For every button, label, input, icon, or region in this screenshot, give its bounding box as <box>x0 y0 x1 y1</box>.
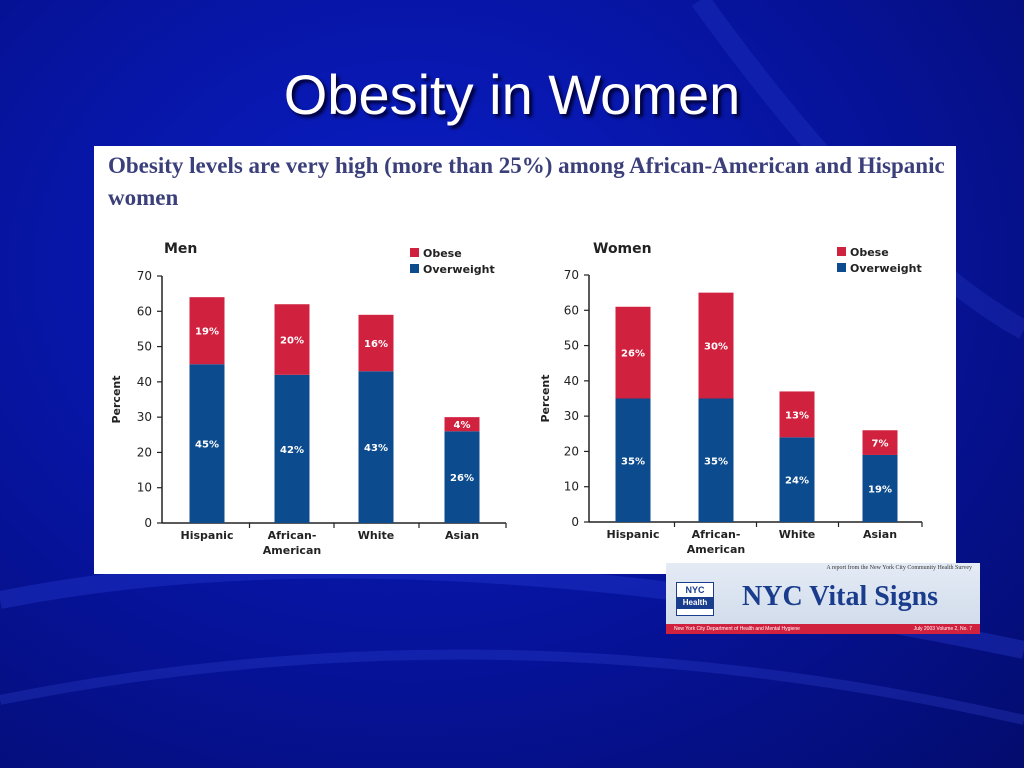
chart-women-bar-obese <box>779 391 815 438</box>
chart-women-bar-overweight <box>862 454 898 522</box>
chart-men-category-label: Asian <box>445 529 479 542</box>
chart-men-bar-obese <box>444 417 480 432</box>
chart-women-label-obese: 26% <box>621 349 645 360</box>
chart-men-label-obese: 16% <box>364 339 388 350</box>
chart-men-bar-obese <box>274 304 310 375</box>
chart-women-category-label: Asian <box>863 528 897 541</box>
chart-women-y-tick-label: 30 <box>564 409 579 423</box>
chart-men-y-tick-label: 40 <box>137 375 152 389</box>
chart-men-legend-label: Obese <box>423 247 462 260</box>
chart-women-bar-overweight <box>698 398 734 522</box>
chart-men-label-obese: 20% <box>280 336 304 347</box>
chart-men-label-overweight: 26% <box>450 473 474 484</box>
logo-nyc-text: NYC <box>677 583 713 597</box>
chart-men-label-overweight: 43% <box>364 443 388 454</box>
chart-men-y-tick-label: 30 <box>137 410 152 424</box>
chart-women-y-tick-label: 10 <box>564 480 579 494</box>
chart-men-bar-overweight <box>444 431 480 523</box>
chart-men-label-overweight: 42% <box>280 445 304 456</box>
chart-women-label-overweight: 24% <box>785 476 809 487</box>
chart-women-label-obese: 13% <box>785 410 809 421</box>
chart-men-y-tick-label: 0 <box>144 516 152 530</box>
chart-men-bar-overweight <box>274 374 310 523</box>
banner-footer-right: July 2003 Volume 2, No. 7 <box>913 626 972 632</box>
chart-women-y-tick-label: 60 <box>564 303 579 317</box>
chart-women-y-tick-label: 70 <box>564 268 579 282</box>
chart-women-label-obese: 7% <box>872 439 889 450</box>
banner-title: NYC Vital Signs <box>742 581 938 613</box>
nyc-health-logo: NYC Health <box>676 582 714 616</box>
chart-women-legend-swatch <box>837 263 846 272</box>
chart-men-legend-label: Overweight <box>423 263 495 276</box>
chart-women-bar-obese <box>615 306 651 399</box>
chart-men-label-obese: 19% <box>195 327 219 338</box>
chart-women-bar-overweight <box>615 398 651 522</box>
chart-panel: Obesity levels are very high (more than … <box>94 146 956 574</box>
chart-women-label-overweight: 35% <box>621 456 645 467</box>
chart-men-y-tick-label: 60 <box>137 304 152 318</box>
chart-women-y-label: Percent <box>539 374 552 422</box>
chart-women-category-label: African- <box>692 528 741 541</box>
chart-women-legend-label: Obese <box>850 246 889 259</box>
chart-women-category-label: Hispanic <box>607 528 660 541</box>
chart-men-bar-overweight <box>358 371 394 523</box>
chart-men-bar-overweight <box>189 364 225 523</box>
chart-men-legend-swatch <box>410 264 419 273</box>
banner-top-text: A report from the New York City Communit… <box>826 565 972 571</box>
chart-men-category-label: White <box>358 529 394 542</box>
chart-women-y-tick-label: 0 <box>571 515 579 529</box>
chart-women-label-obese: 30% <box>704 342 728 353</box>
banner-footer-left: New York City Department of Health and M… <box>674 626 800 632</box>
chart-women-category-label: White <box>779 528 815 541</box>
chart-men-y-label: Percent <box>110 375 123 423</box>
chart-women-legend-swatch <box>837 247 846 256</box>
banner-title-nyc: NYC <box>742 581 803 612</box>
nyc-vital-signs-banner: A report from the New York City Communit… <box>666 563 980 634</box>
chart-men-legend-swatch <box>410 248 419 257</box>
chart-men-bar-obese <box>358 314 394 372</box>
chart-men-bar-obese <box>189 297 225 365</box>
chart-men-y-tick-label: 20 <box>137 445 152 459</box>
chart-women-bar-obese <box>862 430 898 455</box>
chart-men-y-tick-label: 70 <box>137 269 152 283</box>
chart-women-legend-label: Overweight <box>850 262 922 275</box>
chart-women-y-tick-label: 50 <box>564 339 579 353</box>
chart-women-title: Women <box>593 241 652 257</box>
banner-footer: New York City Department of Health and M… <box>666 624 980 634</box>
chart-women-bar-obese <box>698 292 734 399</box>
banner-title-vital-signs: Vital Signs <box>809 581 939 612</box>
chart-women-bar-overweight <box>779 437 815 522</box>
stacked-bar-charts: Men 0 10 20 30 40 50 60 70 Percent 45% 19% Hispanic 4… <box>110 241 923 557</box>
logo-health-text: Health <box>677 597 713 609</box>
chart-men-label-overweight: 45% <box>195 440 219 451</box>
chart-men-title: Men <box>164 241 197 257</box>
chart-men-label-obese: 4% <box>454 420 471 431</box>
chart-women-y-tick-label: 40 <box>564 374 579 388</box>
chart-women-category-label: American <box>687 543 745 556</box>
chart-men-category-label: American <box>263 544 321 557</box>
chart-men-category-label: African- <box>268 529 317 542</box>
chart-women-y-tick-label: 20 <box>564 444 579 458</box>
chart-men-category-label: Hispanic <box>181 529 234 542</box>
chart-men-y-tick-label: 50 <box>137 340 152 354</box>
chart-men-y-tick-label: 10 <box>137 481 152 495</box>
slide-title: Obesity in Women <box>283 63 741 126</box>
chart-headline: Obesity levels are very high (more than … <box>108 153 945 210</box>
chart-women-label-overweight: 35% <box>704 456 728 467</box>
chart-women-label-overweight: 19% <box>868 484 892 495</box>
